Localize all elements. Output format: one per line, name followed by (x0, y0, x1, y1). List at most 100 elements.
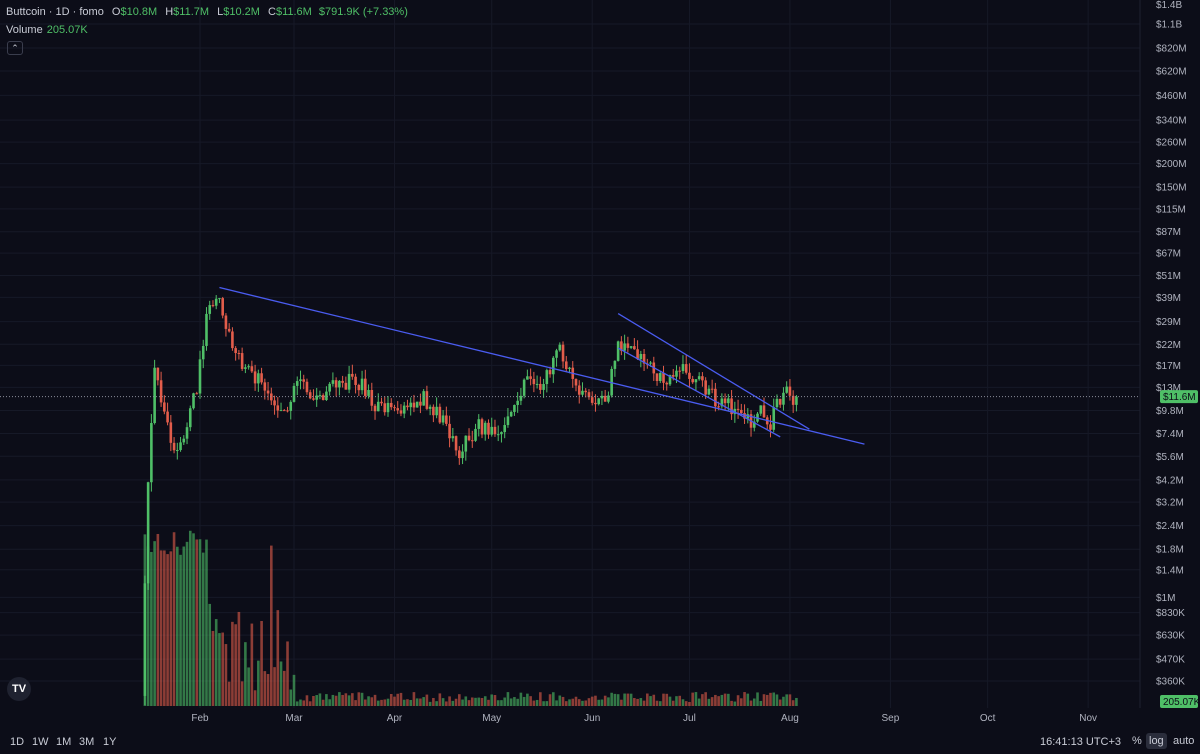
chevron-up-icon[interactable]: ⌃ (7, 41, 23, 55)
trendlines[interactable] (219, 286, 865, 445)
volume-bar (496, 700, 500, 706)
volume-bar (458, 694, 461, 706)
price-tick-label: $200M (1156, 159, 1187, 170)
volume-bar (282, 670, 286, 706)
volume-bar (762, 694, 766, 706)
percent-toggle[interactable]: % (1132, 735, 1142, 747)
candle-body (717, 406, 720, 408)
timeframe-1m[interactable]: 1M (56, 736, 72, 748)
candle-body (727, 398, 730, 404)
volume-bar (558, 695, 562, 706)
volume-bar (791, 700, 795, 706)
tradingview-logo-icon[interactable]: TV (7, 677, 31, 701)
volume-bar (279, 661, 283, 706)
volume-bar (655, 700, 659, 706)
volume-bar (759, 700, 763, 706)
volume-bar (334, 695, 338, 706)
volume-bar (785, 694, 788, 706)
candle-body (292, 385, 296, 402)
candle-body (597, 398, 600, 405)
candle-body (752, 421, 756, 428)
candle-body (730, 398, 733, 415)
volume-bar (224, 644, 228, 706)
price-tick-label: $150M (1156, 183, 1187, 194)
auto-toggle[interactable]: auto (1173, 735, 1195, 747)
volume-bar (302, 700, 306, 706)
candle-body (542, 384, 545, 390)
volume-bar (221, 632, 224, 706)
volume-bars (143, 530, 798, 706)
candle-body (493, 426, 497, 435)
volume-bar (325, 694, 328, 706)
trendline[interactable] (219, 286, 865, 445)
price-tick-label: $260M (1156, 138, 1187, 149)
volume-label: Volume (6, 24, 43, 36)
timeframe-3m[interactable]: 3M (79, 736, 95, 748)
volume-bar (432, 697, 435, 706)
volume-bar (299, 699, 302, 706)
price-tick-label: $17M (1156, 361, 1181, 372)
price-tick-label: $360K (1156, 677, 1185, 688)
timeframe-1d[interactable]: 1D (10, 736, 25, 748)
candle-body (244, 367, 247, 369)
time-tick-label: Oct (980, 713, 996, 724)
candle-body (257, 373, 260, 384)
volume-bar (422, 697, 425, 706)
time-tick-label: Feb (191, 713, 209, 724)
volume-bar (571, 698, 575, 706)
candle-body (772, 407, 776, 430)
candle-body (707, 388, 711, 395)
candle-body (636, 349, 639, 360)
candle-body (759, 405, 763, 414)
volume-value: 205.07K (46, 24, 88, 36)
volume-bar (163, 550, 166, 706)
time-tick-label: Mar (285, 713, 303, 724)
trendline[interactable] (617, 347, 781, 438)
volume-bar (276, 610, 280, 706)
volume-bar (581, 700, 584, 706)
volume-bar (642, 700, 646, 706)
candle-body (185, 427, 189, 439)
volume-bar (684, 701, 688, 706)
last-price-label: $11.6M (1163, 392, 1196, 403)
candle-body (688, 372, 691, 379)
candle-body (325, 391, 328, 401)
last-volume-tag: 205.07K (1160, 695, 1200, 708)
volume-bar (347, 695, 351, 706)
price-tick-label: $620M (1156, 66, 1187, 77)
candle-body (548, 370, 552, 375)
volume-bar (516, 698, 519, 706)
volume-bar (399, 692, 403, 706)
volume-bar (357, 692, 361, 706)
symbol-title[interactable]: Buttcoin · 1D · fomo (6, 6, 104, 18)
candle-body (684, 364, 688, 373)
candle-body (253, 371, 257, 384)
log-toggle[interactable]: log (1146, 733, 1167, 749)
volume-bar (590, 696, 594, 706)
candle-body (441, 415, 445, 423)
timeframe-1y[interactable]: 1Y (103, 736, 117, 748)
candle-body (723, 398, 727, 404)
volume-bar (600, 699, 604, 706)
candle-body (532, 378, 536, 385)
candle-body (736, 408, 740, 410)
price-axis[interactable]: $1.4B $1.1B $820M $620M $460M $340M $260M $200M… (1156, 0, 1187, 688)
volume-bar (321, 699, 325, 706)
candle-body (412, 402, 416, 408)
price-tick-label: $1M (1156, 593, 1175, 604)
time-axis[interactable]: Feb Mar Apr May Jun Jul Aug Sep Oct Nov (191, 713, 1097, 724)
volume-bar (308, 701, 312, 706)
timeframe-1w[interactable]: 1W (32, 736, 49, 748)
volume-bar (188, 530, 192, 706)
candle-body (289, 401, 293, 411)
candle-body (172, 442, 176, 451)
volume-bar (778, 699, 782, 706)
clock-display[interactable]: 16:41:13 UTC+3 (1040, 736, 1122, 748)
chart-grid (0, 0, 1140, 708)
candle-body (616, 341, 620, 361)
trendline[interactable] (617, 313, 810, 430)
candle-body (552, 357, 555, 375)
candle-body (156, 367, 160, 381)
candle-body (153, 367, 156, 424)
